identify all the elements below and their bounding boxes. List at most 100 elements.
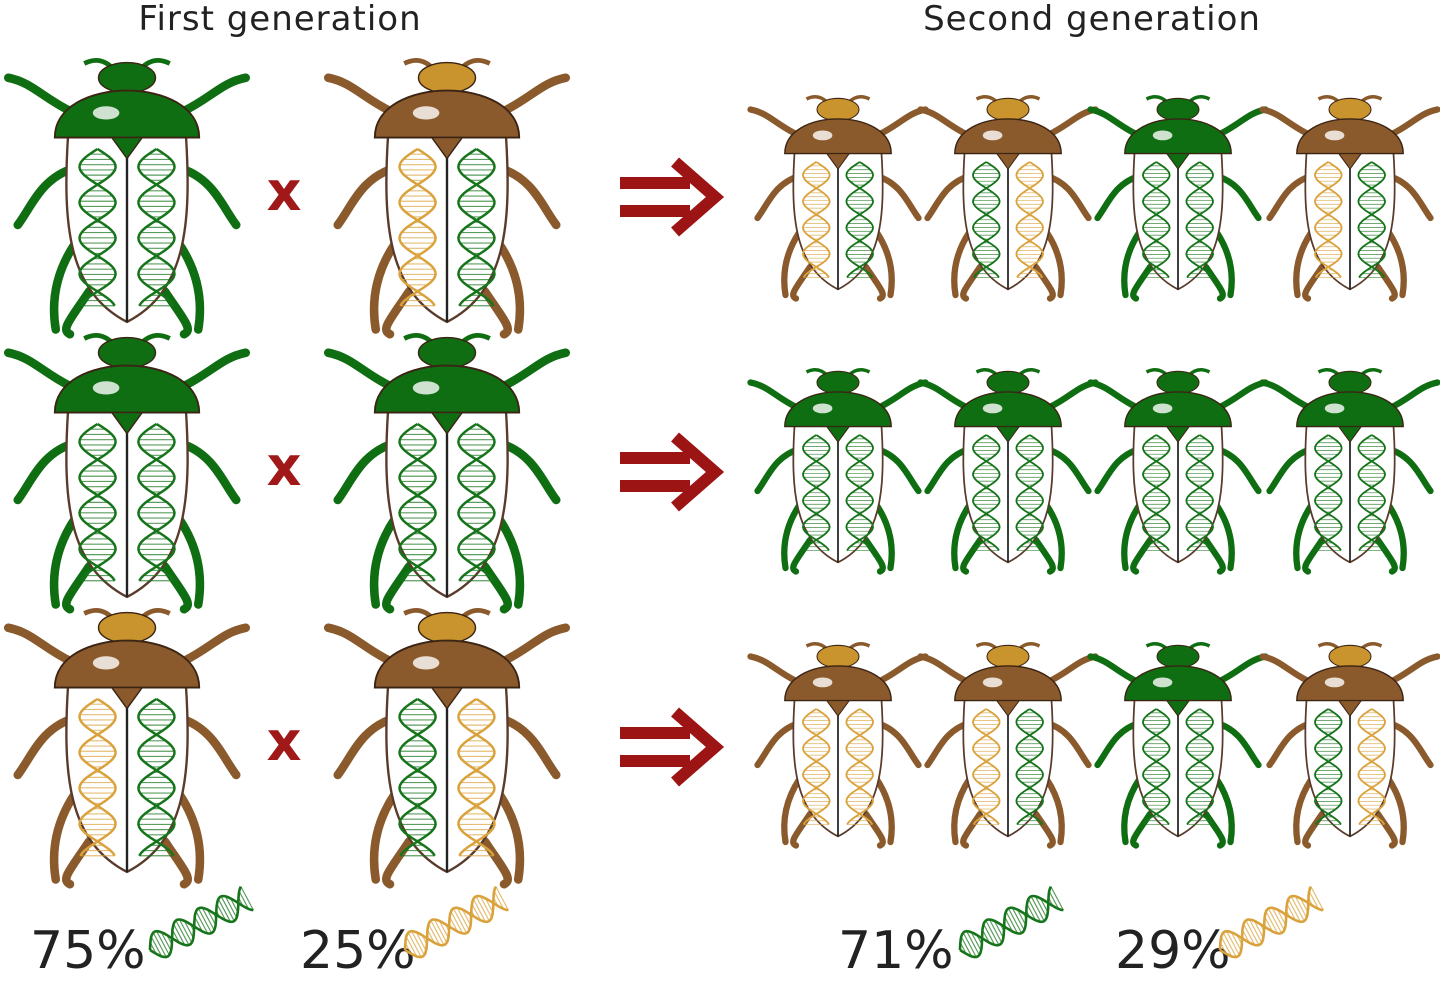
leg — [862, 810, 886, 849]
highlight — [1324, 130, 1345, 141]
head — [1328, 644, 1372, 669]
helix-strand — [1142, 434, 1171, 552]
helix-strand — [137, 697, 176, 857]
helix-strand — [845, 161, 874, 279]
leg — [160, 287, 192, 339]
leg — [747, 106, 800, 138]
beetle — [1087, 641, 1269, 849]
helix-strand — [972, 708, 1001, 826]
beetle — [323, 608, 571, 889]
beetle — [917, 367, 1099, 575]
helix-strand — [78, 422, 117, 582]
head — [1156, 370, 1200, 395]
helix-strand — [457, 697, 496, 857]
leg — [1032, 810, 1056, 849]
helix-strand — [1314, 434, 1343, 552]
head — [97, 611, 157, 644]
leg — [1043, 501, 1065, 572]
legend-helix — [1218, 886, 1324, 959]
pronotum — [1296, 118, 1404, 155]
helix-strand — [1185, 434, 1214, 552]
leg — [917, 653, 970, 685]
pronotum — [784, 391, 892, 428]
leg — [179, 348, 251, 391]
title: First generation — [138, 0, 421, 39]
pronotum — [954, 665, 1062, 702]
scutellum — [825, 700, 851, 717]
leg — [917, 106, 970, 138]
leg — [369, 789, 400, 884]
head — [986, 370, 1030, 395]
helix-strand — [845, 434, 874, 552]
arrow — [620, 707, 725, 787]
helix-strand — [148, 886, 243, 951]
helix-strand — [137, 422, 176, 582]
helix-strand — [958, 886, 1053, 951]
beetle — [747, 367, 929, 575]
scutellum — [430, 136, 464, 160]
helix-strand — [78, 147, 117, 307]
helix-strand — [1185, 161, 1214, 279]
pronotum — [1296, 391, 1404, 428]
head — [417, 61, 477, 94]
beetle — [747, 641, 929, 849]
helix-strand — [1142, 161, 1171, 279]
leg — [3, 623, 75, 666]
leg — [174, 514, 205, 609]
beetle — [3, 608, 251, 889]
leg — [179, 623, 251, 666]
helix-strand — [1015, 161, 1044, 279]
helix-strand — [398, 147, 437, 307]
scutellum — [995, 700, 1021, 717]
beetle — [3, 333, 251, 614]
helix-rung — [959, 886, 1064, 958]
cross-symbol: x — [267, 435, 302, 498]
helix-strand — [802, 434, 831, 552]
helix-strand — [398, 422, 437, 582]
leg — [160, 562, 192, 614]
head — [816, 97, 860, 122]
pronotum — [954, 118, 1062, 155]
leg — [1087, 106, 1140, 138]
leg — [1374, 536, 1398, 575]
leg — [1202, 810, 1226, 849]
scutellum — [995, 153, 1021, 170]
leg — [49, 239, 80, 334]
percentage: 25% — [300, 921, 416, 981]
helix-strand — [802, 434, 831, 552]
helix-strand — [78, 147, 117, 307]
helix-strand — [1142, 708, 1171, 826]
pronotum — [1124, 118, 1232, 155]
beetle — [1259, 94, 1440, 302]
head — [816, 644, 860, 669]
helix-strand — [972, 161, 1001, 279]
helix-strand — [1142, 708, 1171, 826]
helix-strand — [137, 147, 176, 307]
arrow — [620, 432, 725, 512]
head — [1328, 370, 1372, 395]
highlight — [812, 130, 833, 141]
helix-strand — [802, 161, 831, 279]
arrow-head — [671, 157, 725, 237]
leg — [499, 348, 571, 391]
beetle — [323, 58, 571, 339]
leg — [951, 775, 973, 846]
helix-strand — [972, 434, 1001, 552]
pronotum — [373, 639, 521, 689]
leg — [876, 379, 929, 411]
helix-strand — [802, 708, 831, 826]
helix-strand — [137, 697, 176, 857]
title: Second generation — [923, 0, 1261, 39]
leg — [480, 837, 512, 889]
scutellum — [1165, 700, 1191, 717]
highlight — [1152, 130, 1173, 141]
leg — [179, 73, 251, 116]
pronotum — [1124, 665, 1232, 702]
helix-strand — [972, 161, 1001, 279]
highlight — [412, 106, 440, 120]
helix-strand — [404, 894, 509, 959]
percentage: 29% — [1115, 921, 1231, 981]
leg — [62, 287, 94, 339]
pronotum — [53, 364, 201, 414]
scutellum — [430, 686, 464, 710]
